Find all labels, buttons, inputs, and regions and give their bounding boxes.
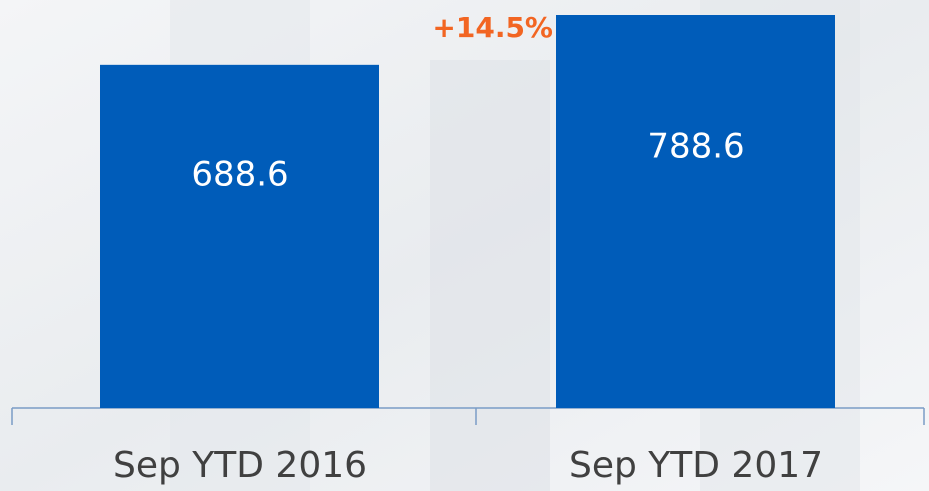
data-label: 788.6 [647,126,744,166]
annotation: +14.5% [432,11,553,44]
bar [556,15,835,408]
data-label: 688.6 [191,154,288,194]
x-tick-label: Sep YTD 2017 [569,445,823,486]
chart: Sep YTD 2016 688.6 Sep YTD 2017 788.6 +14.5% [0,0,929,491]
page: Sep YTD 2016 688.6 Sep YTD 2017 788.6 +14.5%… [0,0,929,491]
x-tick-label: Sep YTD 2016 [113,445,367,486]
background-building [430,60,550,491]
bar [100,65,379,408]
